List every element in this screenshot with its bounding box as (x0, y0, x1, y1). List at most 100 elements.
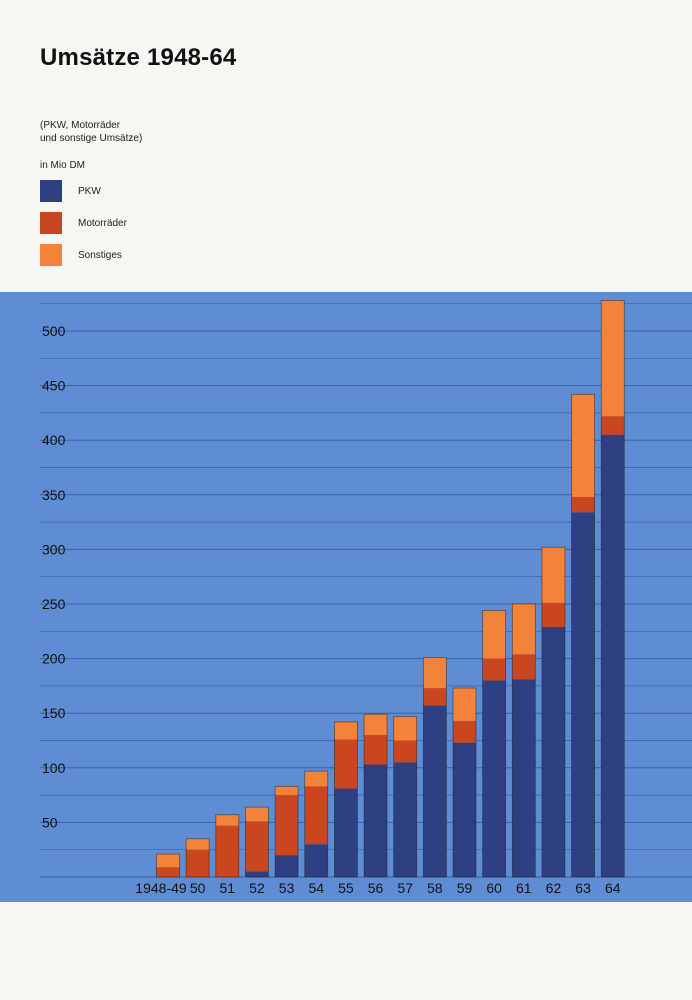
bar-segment-pkw (571, 512, 595, 877)
bar-segment-motorraeder (275, 795, 299, 856)
bar-segment-pkw (601, 434, 625, 877)
legend-swatch-motorraeder (40, 212, 62, 234)
y-tick-label: 100 (42, 760, 66, 776)
subtitle-line-1: (PKW, Motorräder (40, 120, 121, 131)
legend-label-pkw: PKW (78, 186, 101, 197)
x-tick-label: 56 (368, 880, 384, 896)
bar-outline (363, 713, 388, 878)
bar-segment-motorraeder (423, 688, 447, 706)
bar-segment-sonstiges (571, 394, 595, 497)
y-tick-label: 300 (42, 541, 66, 557)
bar-segment-motorraeder (541, 602, 565, 627)
x-tick-label: 61 (516, 880, 532, 896)
bar-segment-sonstiges (541, 547, 565, 603)
bar-segment-sonstiges (393, 716, 417, 741)
bar-outline (333, 721, 358, 878)
bar-segment-pkw (334, 788, 358, 877)
bar-outline (541, 546, 566, 878)
legend-label-sonstiges: Sonstiges (78, 250, 122, 261)
bar-segment-motorraeder (304, 786, 328, 845)
x-tick-label: 64 (605, 880, 621, 896)
bar-outline (274, 785, 299, 878)
bar-segment-sonstiges (215, 814, 239, 826)
bar-outline (600, 300, 625, 878)
bar-segment-pkw (423, 705, 447, 877)
x-tick-label: 58 (427, 880, 443, 896)
bar-segment-pkw (453, 742, 476, 877)
y-tick-label: 400 (42, 432, 66, 448)
bar-segment-sonstiges (275, 786, 299, 796)
bar-segment-motorraeder (601, 416, 625, 435)
x-tick-label: 1948-49 (135, 880, 187, 896)
legend-item-sonstiges: Sonstiges (40, 244, 240, 268)
bar-outline (156, 853, 180, 878)
bar-segment-motorraeder (215, 825, 239, 877)
x-tick-label: 53 (279, 880, 295, 896)
subtitle-line-2: und sonstige Umsätze) (40, 133, 143, 144)
legend: PKW Motorräder Sonstiges (40, 180, 240, 270)
bar-outline (393, 716, 418, 878)
bar-segment-pkw (304, 844, 328, 877)
y-tick-label: 350 (42, 487, 66, 503)
x-tick-label: 50 (190, 880, 206, 896)
unit-label: in Mio DM (40, 160, 86, 171)
bar-outline (571, 393, 595, 878)
bar-segment-motorraeder (156, 867, 180, 877)
bar-segment-sonstiges (304, 771, 328, 787)
y-tick-label: 150 (42, 705, 66, 721)
x-tick-label: 52 (249, 880, 265, 896)
bar-segment-sonstiges (334, 721, 358, 740)
bar-outline (482, 610, 507, 878)
bar-segment-pkw (512, 679, 536, 877)
bar-segment-motorraeder (364, 735, 388, 765)
bar-outline (304, 770, 329, 878)
bar-segment-sonstiges (364, 714, 388, 736)
bar-outline (422, 657, 447, 878)
bar-segment-sonstiges (245, 807, 269, 822)
bar-segment-sonstiges (423, 657, 447, 689)
y-tick-label: 250 (42, 596, 66, 612)
bar-segment-pkw (482, 680, 506, 877)
x-tick-label: 63 (575, 880, 591, 896)
chart-title: Umsätze 1948-64 (40, 44, 237, 71)
bar-segment-sonstiges (453, 688, 476, 721)
chart-subtitle: (PKW, Motorräder und sonstige Umsätze) (40, 119, 142, 145)
bar-outline (511, 603, 536, 878)
bar-segment-motorraeder (453, 720, 476, 743)
chart-panel: 50 100 150 200 250 300 350 400 450 500 1948-49 50 51… (0, 292, 692, 902)
bar-segment-pkw (275, 855, 299, 877)
bar-segment-pkw (393, 762, 417, 877)
bar-segment-pkw (364, 764, 388, 877)
y-tick-label: 500 (42, 323, 66, 339)
bar-outline (185, 838, 210, 878)
legend-swatch-pkw (40, 180, 62, 202)
bar-outline (452, 687, 477, 878)
bar-outline (215, 814, 240, 878)
legend-label-motorraeder: Motorräder (78, 218, 127, 229)
bar-segment-sonstiges (512, 604, 536, 655)
bar-segment-pkw (541, 626, 565, 877)
x-tick-label: 51 (220, 880, 236, 896)
bar-segment-motorraeder (245, 821, 269, 872)
x-tick-label: 62 (546, 880, 562, 896)
x-tick-label: 60 (486, 880, 502, 896)
bar-segment-sonstiges (482, 610, 506, 659)
bar-segment-motorraeder (186, 849, 210, 877)
x-tick-label: 57 (397, 880, 413, 896)
bar-segment-motorraeder (512, 654, 536, 680)
legend-swatch-sonstiges (40, 244, 62, 266)
x-tick-label: 55 (338, 880, 354, 896)
y-tick-label: 50 (42, 814, 58, 830)
bar-segment-sonstiges (156, 854, 180, 868)
legend-item-pkw: PKW (40, 180, 240, 204)
bar-segment-sonstiges (186, 838, 210, 850)
y-tick-label: 450 (42, 378, 66, 394)
y-tick-label: 200 (42, 651, 66, 667)
bar-segment-motorraeder (393, 740, 417, 763)
x-tick-label: 54 (308, 880, 324, 896)
x-tick-label: 59 (457, 880, 473, 896)
bar-segment-motorraeder (571, 496, 595, 513)
bar-segment-sonstiges (601, 300, 625, 417)
